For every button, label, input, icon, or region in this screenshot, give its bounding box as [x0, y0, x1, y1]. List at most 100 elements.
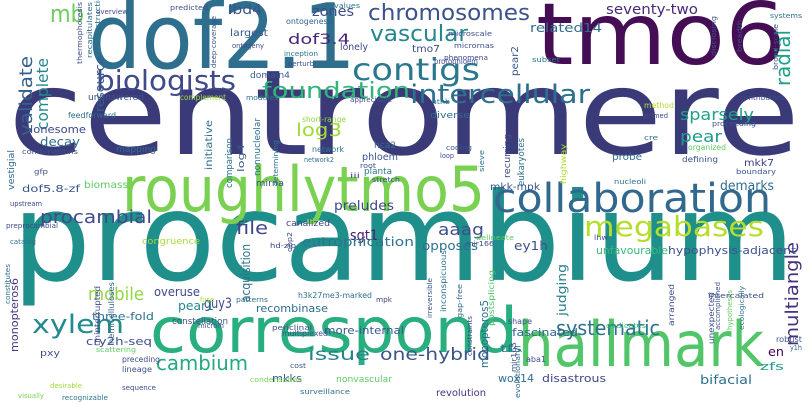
word: breadth [736, 20, 744, 52]
word: accomplished [714, 282, 722, 330]
word: judging [555, 264, 569, 317]
word: pear2 [510, 46, 521, 76]
word: lonesome [30, 123, 86, 136]
word: robust [776, 335, 802, 344]
word: phloem [362, 152, 398, 163]
word: lhw [594, 234, 608, 242]
word: gfp [34, 168, 49, 176]
word: iii [350, 172, 360, 180]
word: mirna [256, 179, 284, 189]
word: irreversible [426, 278, 434, 318]
word: one-hybrid [380, 345, 490, 365]
word: nonvascular [336, 375, 392, 385]
word: contigs [352, 53, 480, 88]
word: preceding [122, 355, 160, 364]
word: intercalated [708, 292, 764, 300]
word: dof2.1 [88, 0, 356, 90]
word: cambium [156, 351, 248, 375]
word: three-fold [92, 310, 154, 323]
word: hypotheses [726, 290, 734, 330]
word: revolution [436, 388, 486, 399]
word: tmo6 [536, 0, 786, 85]
word: microm [198, 322, 224, 330]
word: en [768, 345, 784, 359]
word: chromosomes [368, 1, 530, 26]
word: mir165 [510, 342, 518, 372]
word: lbd4 [228, 3, 262, 18]
word: monopteros5 [478, 300, 491, 368]
word: fascinated [512, 326, 578, 339]
word: wox14 [498, 372, 534, 385]
word: seventy-two [606, 2, 698, 18]
word: network2 [304, 156, 334, 164]
word: hca2 [374, 141, 396, 151]
word: postsplicing [487, 270, 496, 326]
word: related14 [530, 21, 602, 35]
word: perturb [288, 60, 315, 68]
word: obp2 [286, 232, 294, 252]
word: h3k27me3-marked [298, 291, 372, 300]
word: broad-scale [772, 24, 780, 70]
word: pear [680, 127, 722, 146]
word: decay [40, 135, 80, 149]
word: constitutes [4, 264, 12, 304]
word: proceeding [712, 120, 756, 128]
word: monopteros6 [8, 278, 21, 352]
word: diverse [430, 111, 471, 121]
word: athb [432, 98, 451, 106]
word: sgt1 [350, 228, 378, 244]
word: complete [33, 58, 52, 130]
word: ecologically [738, 286, 746, 330]
word: xylem [32, 310, 124, 340]
word: multiangle [782, 242, 803, 346]
word: lonely [340, 42, 368, 53]
word: unfavourable [596, 244, 668, 257]
word: canalized [286, 219, 330, 229]
word: unanswered [88, 93, 144, 103]
word: ontogeny [232, 42, 264, 50]
word: pxy [40, 349, 61, 359]
word: thermophoresis [76, 2, 84, 64]
word: highway [559, 144, 568, 184]
word: acquisition [239, 244, 253, 302]
word: fuse [200, 296, 214, 304]
word: values [334, 2, 360, 10]
word: mb [50, 0, 84, 28]
word: opposes [422, 239, 478, 253]
word: method [644, 101, 674, 110]
word: intercellular [410, 80, 590, 110]
word: surveillance [300, 388, 350, 396]
word: preludes [334, 199, 394, 214]
word: planta [364, 167, 392, 177]
word: network [312, 145, 344, 154]
word: tmo7 [412, 44, 440, 55]
word: ey1h [514, 239, 548, 253]
word: cre [644, 134, 658, 142]
word: shape [508, 317, 532, 326]
word: organized [688, 143, 726, 152]
word: zfs [760, 360, 784, 373]
word: mobile [88, 284, 144, 305]
word: scattering [96, 346, 136, 354]
word: boundary [736, 168, 776, 176]
word: inconspicuous [439, 250, 448, 312]
word: periclinal [272, 324, 312, 332]
word: zones [312, 4, 354, 20]
word: sieve [478, 150, 486, 172]
word: guy3 [204, 296, 232, 312]
word: reconstructing [94, 0, 102, 52]
word: constraints [466, 316, 474, 356]
word: nonnucleolar [253, 118, 263, 176]
word: complement [180, 93, 226, 102]
word: visually [18, 392, 44, 400]
word: hd-zip [270, 242, 297, 250]
word: file [236, 218, 268, 239]
word: centromere [8, 44, 800, 182]
word: cost [290, 362, 306, 370]
word: procambium [12, 167, 795, 309]
word: y1h [790, 344, 802, 352]
word: sequence [122, 384, 156, 392]
word: mkk-mpk [490, 182, 540, 193]
word: aaag [438, 220, 484, 239]
word: more-internal [324, 324, 404, 337]
